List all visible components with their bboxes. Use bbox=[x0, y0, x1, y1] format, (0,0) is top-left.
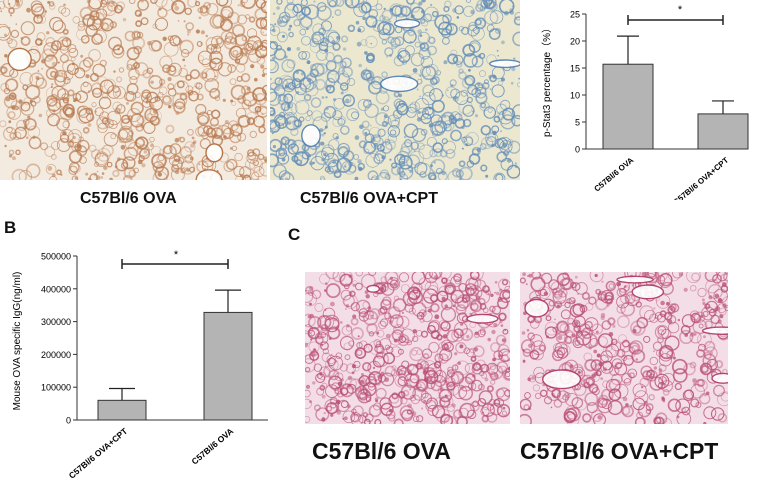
y-tick-label: 500000 bbox=[41, 252, 71, 262]
significance-bracket: * bbox=[121, 249, 229, 269]
chart-p-stat3: p-Stat3 percentage（%） 0 5 10 15 20 25 * C57Bl… bbox=[541, 4, 749, 200]
y-tick-label: 100000 bbox=[41, 383, 71, 393]
y-tick-label: 10 bbox=[570, 91, 580, 101]
he-image-ova-cpt bbox=[520, 272, 728, 424]
panel-letter-b: B bbox=[4, 218, 17, 237]
y-tick-label: 400000 bbox=[41, 284, 71, 294]
y-tick-label: 5 bbox=[575, 118, 580, 128]
bar bbox=[97, 399, 147, 421]
ihc-image-ova-cpt bbox=[270, 0, 520, 180]
micrograph-c-ova-cpt bbox=[520, 272, 728, 424]
y-tick-label: 0 bbox=[66, 416, 71, 426]
y-tick-label: 0 bbox=[575, 145, 580, 155]
x-category-label: C57Bl/6 OVA bbox=[592, 155, 635, 193]
bar bbox=[697, 113, 749, 150]
caption-c-ova: C57Bl/6 OVA bbox=[312, 438, 451, 464]
significance-star: * bbox=[174, 249, 179, 261]
micrograph-a-ova-cpt bbox=[270, 0, 520, 180]
caption-a-ova-cpt: C57Bl/6 OVA+CPT bbox=[300, 190, 438, 207]
y-tick-label: 200000 bbox=[41, 350, 71, 360]
significance-star: * bbox=[678, 4, 683, 16]
y-tick-label: 20 bbox=[570, 37, 580, 47]
bar bbox=[203, 311, 253, 421]
he-image-ova bbox=[305, 272, 510, 424]
micrograph-a-ova bbox=[0, 0, 267, 180]
y-tick-label: 300000 bbox=[41, 317, 71, 327]
ihc-image-ova bbox=[0, 0, 267, 180]
bar bbox=[602, 63, 654, 150]
chart-ova-igg: Mouse OVA specific IgG(ng/ml) 0 100000 200… bbox=[12, 249, 268, 481]
x-category-label: C57Bl/6 OVA bbox=[190, 426, 236, 467]
y-tick-label: 25 bbox=[570, 10, 580, 20]
significance-bracket: * bbox=[627, 4, 724, 25]
caption-a-ova: C57Bl/6 OVA bbox=[80, 190, 177, 207]
y-tick-label: 15 bbox=[570, 64, 580, 74]
panel-letter-c: C bbox=[288, 225, 301, 244]
y-axis-label: Mouse OVA specific IgG(ng/ml) bbox=[12, 272, 23, 411]
y-axis-label: p-Stat3 percentage（%） bbox=[541, 23, 553, 137]
x-category-label: C57Bl/6 OVA+CPT bbox=[67, 425, 130, 480]
caption-c-ova-cpt: C57Bl/6 OVA+CPT bbox=[520, 438, 719, 464]
x-category-label: C57Bl/6 OVA+CPT bbox=[672, 156, 731, 200]
micrograph-c-ova bbox=[305, 272, 510, 424]
